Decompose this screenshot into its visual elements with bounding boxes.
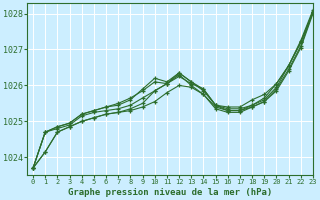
X-axis label: Graphe pression niveau de la mer (hPa): Graphe pression niveau de la mer (hPa) — [68, 188, 272, 197]
